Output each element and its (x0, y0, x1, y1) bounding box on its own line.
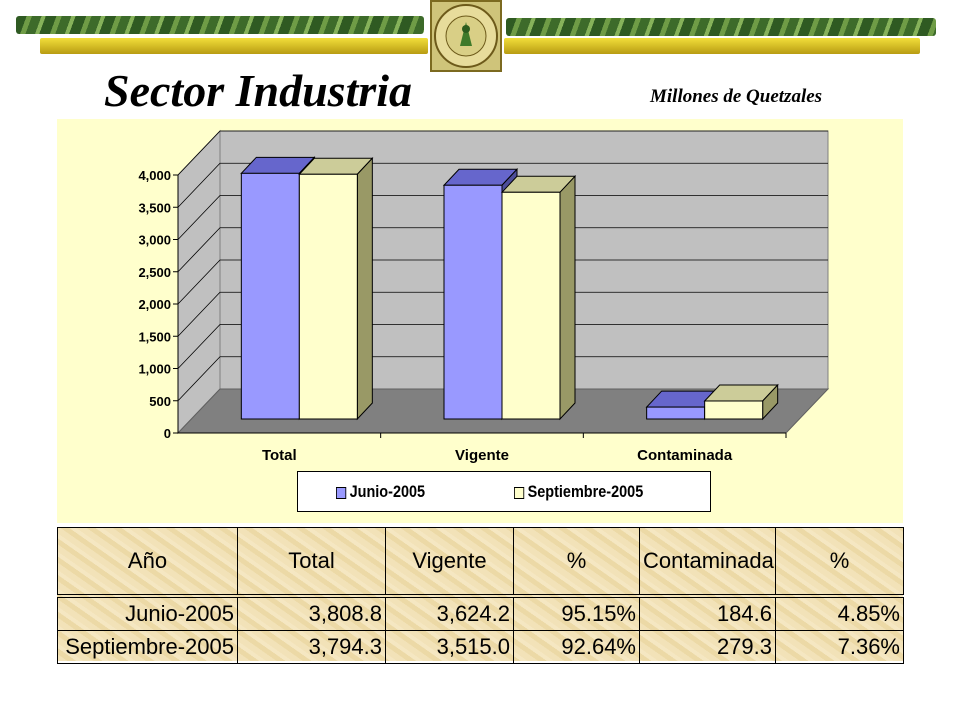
bar (646, 406, 706, 420)
cell-anio: Junio-2005 (57, 595, 238, 631)
cell-vigente: 3,624.2 (385, 595, 514, 631)
legend-label-septiembre: Septiembre-2005 (527, 482, 644, 501)
header-gold-bar-left (40, 38, 428, 54)
table-header-row: Año Total Vigente % Contaminada % (57, 527, 904, 597)
gridline (177, 324, 828, 369)
cell-contaminada: 279.3 (639, 630, 776, 664)
gridline (177, 291, 828, 337)
legend-swatch-septiembre (514, 486, 525, 499)
header-cell-vigente: Vigente (385, 527, 514, 597)
seal-logo (430, 0, 502, 72)
legend-item-septiembre: Septiembre-2005 (514, 482, 643, 502)
chart-legend: Junio-2005 Septiembre-2005 (297, 471, 711, 512)
table-row: Junio-2005 3,808.8 3,624.2 95.15% 184.6 … (57, 595, 904, 631)
header-bamboo-left (16, 16, 424, 34)
bar (501, 191, 561, 420)
header-bamboo-right (506, 18, 936, 36)
cell-contaminada: 184.6 (639, 595, 776, 631)
legend-swatch-junio (336, 486, 347, 499)
bar (443, 184, 503, 420)
y-tick-label: 1,000 (138, 362, 171, 377)
gridline (177, 227, 828, 273)
x-tick-label: Vigente (455, 447, 509, 464)
bar (704, 400, 764, 420)
cell-pct-vigente: 92.64% (513, 630, 640, 664)
y-tick-label: 1,500 (138, 329, 171, 344)
cell-total: 3,808.8 (237, 595, 386, 631)
cell-pct-contaminada: 4.85% (775, 595, 904, 631)
header-cell-pct-vigente: % (513, 527, 640, 597)
header-gold-bar-right (504, 38, 920, 54)
gridline (177, 162, 828, 208)
cell-pct-vigente: 95.15% (513, 595, 640, 631)
cell-total: 3,794.3 (237, 630, 386, 664)
gridline (177, 195, 828, 240)
gridline (177, 356, 828, 402)
bar-side (559, 175, 576, 421)
y-tick-label: 3,000 (138, 233, 171, 248)
y-tick-label: 500 (149, 394, 171, 409)
bar-side (356, 157, 373, 421)
y-tick-label: 2,000 (138, 297, 171, 312)
y-tick-label: 3,500 (138, 200, 171, 215)
cell-pct-contaminada: 7.36% (775, 630, 904, 664)
y-tick-label: 2,500 (138, 265, 171, 280)
page-subtitle: Millones de Quetzales (650, 86, 823, 107)
data-table: Año Total Vigente % Contaminada % Junio-… (57, 527, 904, 664)
header-cell-total: Total (237, 527, 386, 597)
page-title: Sector Industria (104, 65, 413, 116)
y-tick-label: 4,000 (138, 168, 171, 183)
header-cell-anio: Año (57, 527, 238, 597)
y-tick-label: 0 (164, 426, 171, 441)
bar (240, 172, 300, 420)
bar (298, 173, 358, 420)
legend-item-junio: Junio-2005 (336, 482, 425, 502)
legend-label-junio: Junio-2005 (349, 482, 426, 501)
header-cell-pct-contaminada: % (775, 527, 904, 597)
header-cell-contaminada: Contaminada (639, 527, 776, 597)
gridline (177, 130, 828, 176)
cell-anio: Septiembre-2005 (57, 630, 238, 664)
x-tick-label: Contaminada (637, 447, 733, 464)
x-tick-label: Total (262, 447, 297, 464)
cell-vigente: 3,515.0 (385, 630, 514, 664)
gridline (177, 259, 828, 305)
table-row: Septiembre-2005 3,794.3 3,515.0 92.64% 2… (57, 630, 904, 664)
